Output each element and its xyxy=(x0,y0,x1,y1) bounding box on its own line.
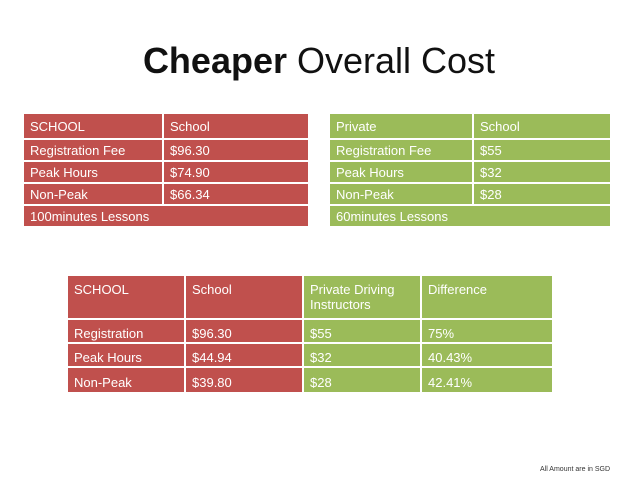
table-cell: Registration Fee xyxy=(330,140,474,162)
header-cell: SCHOOL xyxy=(24,114,164,140)
table-cell: 40.43% xyxy=(422,344,552,368)
table-cell: $28 xyxy=(304,368,422,392)
header-cell: School xyxy=(164,114,310,140)
table-cell: $44.94 xyxy=(186,344,304,368)
table-cell: $28 xyxy=(474,184,612,206)
table-cell: Non-Peak xyxy=(68,368,186,392)
table-cell: Peak Hours xyxy=(24,162,164,184)
table-cell: Registration xyxy=(68,320,186,344)
page-title: Cheaper Overall Cost xyxy=(0,40,638,82)
header-cell: SCHOOL xyxy=(68,276,186,320)
header-cell: Private xyxy=(330,114,474,140)
table-row: Registration Fee $55 xyxy=(330,140,612,162)
table-row: Peak Hours $74.90 xyxy=(24,162,310,184)
title-rest: Overall Cost xyxy=(287,40,496,81)
lesson-duration-cell: 60minutes Lessons xyxy=(330,206,612,228)
table-cell: Non-Peak xyxy=(330,184,474,206)
header-cell: Private Driving Instructors xyxy=(304,276,422,320)
header-cell: School xyxy=(186,276,304,320)
table-cell: $55 xyxy=(474,140,612,162)
table-row: Registration Fee $96.30 xyxy=(24,140,310,162)
table-cell: Peak Hours xyxy=(330,162,474,184)
private-cost-table: Private School Registration Fee $55 Peak… xyxy=(330,114,612,228)
comparison-table: SCHOOL School Private Driving Instructor… xyxy=(68,276,552,392)
header-cell: Difference xyxy=(422,276,552,320)
table-cell: Peak Hours xyxy=(68,344,186,368)
table-row: Non-Peak $28 xyxy=(330,184,612,206)
table-cell: $96.30 xyxy=(164,140,310,162)
table-cell: $96.30 xyxy=(186,320,304,344)
table-cell: Non-Peak xyxy=(24,184,164,206)
school-cost-table: SCHOOL School Registration Fee $96.30 Pe… xyxy=(24,114,310,228)
table-row: Registration $96.30 $55 75% xyxy=(68,320,552,344)
table-row: Non-Peak $66.34 xyxy=(24,184,310,206)
table-row: Peak Hours $32 xyxy=(330,162,612,184)
table-row: Non-Peak $39.80 $28 42.41% xyxy=(68,368,552,392)
table-cell: $39.80 xyxy=(186,368,304,392)
currency-note: All Amount are in SGD xyxy=(539,466,610,473)
table-header-row: SCHOOL School xyxy=(24,114,310,140)
table-cell: $32 xyxy=(474,162,612,184)
table-cell: $66.34 xyxy=(164,184,310,206)
header-cell: School xyxy=(474,114,612,140)
table-footer-row: 100minutes Lessons xyxy=(24,206,310,228)
table-cell: 42.41% xyxy=(422,368,552,392)
table-cell: 75% xyxy=(422,320,552,344)
lesson-duration-cell: 100minutes Lessons xyxy=(24,206,310,228)
table-header-row: Private School xyxy=(330,114,612,140)
title-bold: Cheaper xyxy=(142,40,287,81)
table-cell: $74.90 xyxy=(164,162,310,184)
table-cell: Registration Fee xyxy=(24,140,164,162)
table-header-row: SCHOOL School Private Driving Instructor… xyxy=(68,276,552,320)
table-footer-row: 60minutes Lessons xyxy=(330,206,612,228)
table-cell: $55 xyxy=(304,320,422,344)
table-cell: $32 xyxy=(304,344,422,368)
table-row: Peak Hours $44.94 $32 40.43% xyxy=(68,344,552,368)
